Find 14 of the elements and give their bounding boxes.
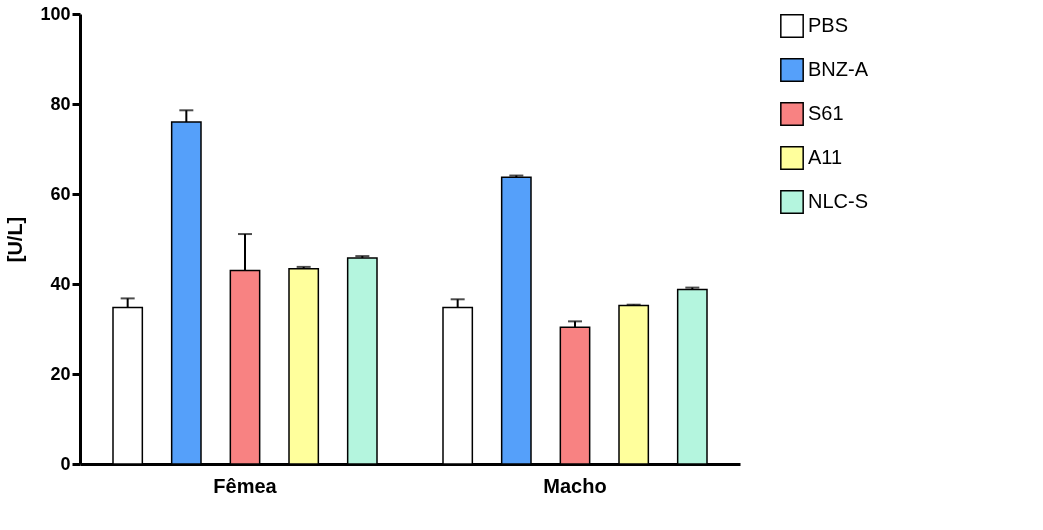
y-axis-title: [U/L] [4, 216, 27, 263]
legend-label: BNZ-A [808, 58, 869, 80]
legend-label: A11 [808, 146, 843, 168]
y-tick-label: 100 [40, 3, 71, 24]
legend-label: S61 [808, 102, 844, 124]
y-tick-label: 40 [50, 273, 71, 294]
legend-label: NLC-S [808, 190, 869, 212]
y-tick-label: 60 [50, 183, 71, 204]
y-tick-label: 80 [50, 93, 71, 114]
legend-label: PBS [808, 14, 849, 36]
x-tick-label: Fêmea [213, 474, 278, 497]
x-tick-label: Macho [543, 474, 607, 497]
y-tick-label: 20 [50, 363, 71, 384]
y-tick-label: 0 [60, 453, 71, 474]
